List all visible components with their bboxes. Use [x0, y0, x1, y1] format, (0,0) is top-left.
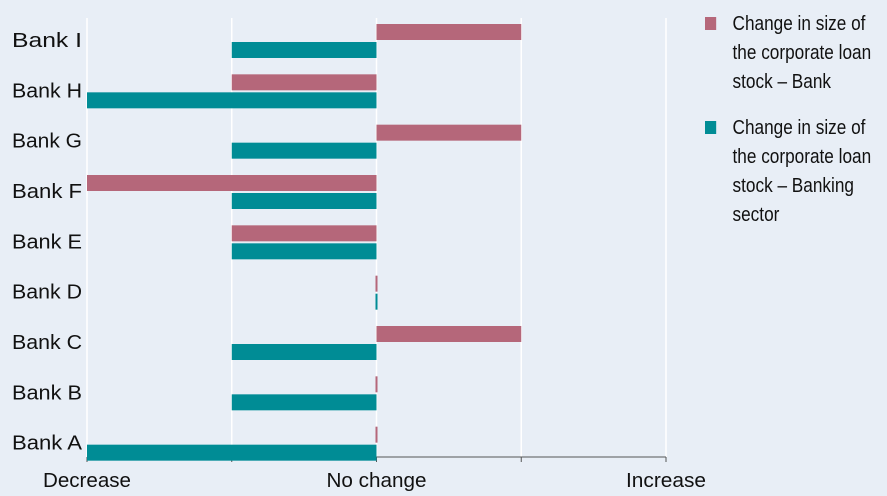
x-tick-label-increase: Increase	[626, 470, 706, 491]
bar-bank-b-series-2	[231, 394, 377, 411]
bar-bank-e-series-2	[231, 243, 377, 260]
category-label-bank-c: Bank C	[12, 332, 82, 354]
category-label-bank-d: Bank D	[12, 282, 82, 304]
x-tick-label-no-change: No change	[327, 470, 427, 491]
legend-swatch-banking-sector	[705, 121, 717, 134]
bar-bank-b-series-1	[375, 376, 378, 393]
legend-swatch-bank	[705, 17, 717, 30]
bar-bank-d-series-1	[375, 275, 378, 292]
category-label-bank-g: Bank G	[12, 131, 82, 153]
legend-label-bank: Change in size of the corporate loan sto…	[732, 13, 872, 93]
category-label-bank-i: Bank I	[12, 30, 82, 52]
bar-bank-g-series-1	[376, 124, 522, 141]
legend-label-banking-sector: Change in size of the corporate loan sto…	[732, 117, 872, 226]
bar-bank-h-series-2	[87, 92, 377, 109]
category-label-bank-a: Bank A	[12, 433, 83, 455]
category-label-bank-f: Bank F	[12, 181, 82, 203]
bar-bank-h-series-1	[231, 74, 377, 91]
bar-bank-d-series-2	[375, 293, 378, 310]
bar-bank-a-series-1	[375, 426, 378, 443]
bar-bank-i-series-2	[231, 42, 377, 58]
bar-bank-c-series-2	[231, 344, 377, 360]
bar-bank-g-series-2	[231, 142, 377, 159]
bar-bank-e-series-1	[231, 225, 377, 242]
category-label-bank-e: Bank E	[12, 231, 82, 253]
bar-bank-f-series-1	[87, 175, 377, 191]
legend-item-banking-sector: Change in size of the corporate loan sto…	[705, 114, 883, 230]
x-tick-label-decrease: Decrease	[43, 470, 131, 491]
legend: Change in size of the corporate loan sto…	[705, 10, 871, 247]
bar-bank-c-series-1	[376, 326, 522, 342]
bar-bank-i-series-1	[376, 24, 522, 40]
category-label-bank-h: Bank H	[12, 80, 82, 102]
category-label-bank-b: Bank B	[12, 382, 82, 404]
bar-bank-f-series-2	[231, 193, 377, 209]
bar-bank-a-series-2	[87, 444, 377, 461]
legend-item-bank: Change in size of the corporate loan sto…	[705, 10, 883, 97]
